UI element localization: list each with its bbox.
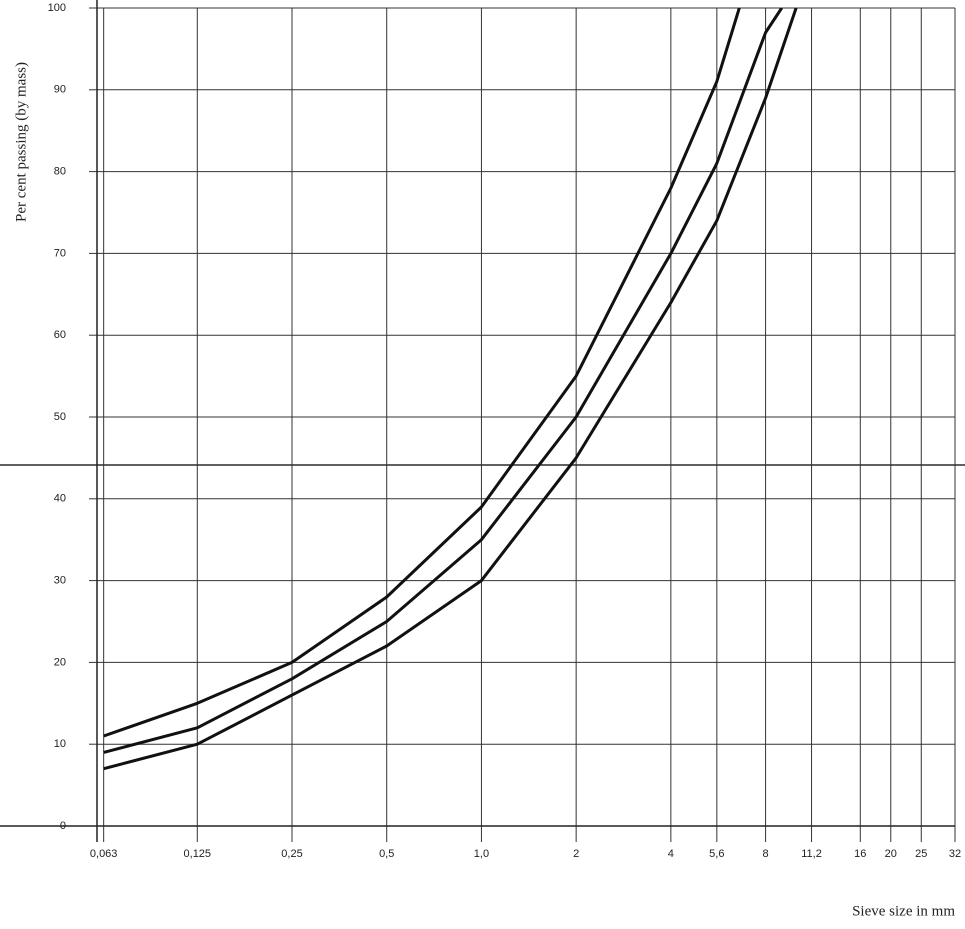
- grading-curve: [103, 8, 741, 738]
- x-tick-label: 0,125: [184, 848, 212, 860]
- y-tick-label: 70: [54, 247, 66, 259]
- x-tick-label: 8: [763, 848, 769, 860]
- y-tick-label: 100: [48, 2, 66, 14]
- y-tick-label: 10: [54, 738, 66, 750]
- x-tick-label: 25: [915, 848, 927, 860]
- x-tick-label: 1,0: [474, 848, 489, 860]
- y-tick-label: 60: [54, 329, 66, 341]
- y-tick-label: 20: [54, 656, 66, 668]
- x-tick-label: 0,5: [379, 848, 394, 860]
- y-tick-label: 80: [54, 166, 66, 178]
- x-tick-label: 11,2: [801, 848, 822, 860]
- x-tick-label: 4: [668, 848, 674, 860]
- x-tick-label: 0,25: [281, 848, 302, 860]
- x-tick-label: 0,063: [90, 848, 118, 860]
- y-tick-label: 50: [54, 411, 66, 423]
- x-tick-label: 20: [885, 848, 897, 860]
- x-tick-label: 2: [573, 848, 579, 860]
- x-tick-label: 32: [949, 848, 961, 860]
- x-axis-label: Sieve size in mm: [852, 903, 955, 919]
- x-tick-label: 16: [854, 848, 866, 860]
- grading-curve: [103, 8, 783, 754]
- y-axis-label: Per cent passing (by mass): [13, 62, 29, 222]
- x-tick-label: 5,6: [709, 848, 724, 860]
- y-tick-label: 40: [54, 493, 66, 505]
- y-tick-label: 90: [54, 84, 66, 96]
- y-tick-label: 30: [54, 575, 66, 587]
- grading-curve: [103, 8, 798, 771]
